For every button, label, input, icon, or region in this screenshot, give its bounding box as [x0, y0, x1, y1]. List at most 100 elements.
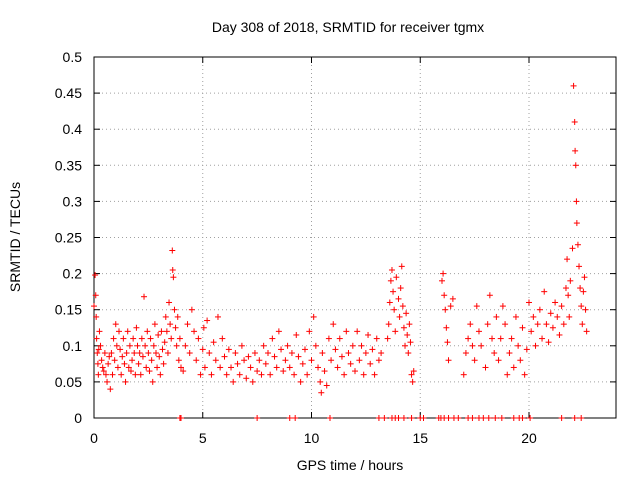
data-point — [138, 335, 145, 342]
data-point — [365, 331, 372, 338]
data-point — [236, 371, 243, 378]
data-point — [360, 371, 367, 378]
data-point — [223, 371, 230, 378]
data-point — [184, 321, 191, 328]
y-tick-label: 0.1 — [63, 338, 83, 354]
data-point — [404, 331, 411, 338]
data-point — [204, 317, 211, 324]
data-point — [191, 328, 198, 335]
data-point — [113, 342, 120, 349]
data-point — [146, 368, 153, 375]
data-point — [161, 339, 168, 346]
data-point — [408, 415, 415, 421]
data-point — [580, 288, 587, 295]
data-point — [439, 277, 445, 284]
data-point — [212, 357, 219, 364]
data-point — [504, 371, 511, 378]
data-point — [375, 415, 382, 421]
data-point — [156, 353, 163, 360]
y-tick-label: 0 — [74, 410, 82, 426]
data-point — [93, 313, 100, 320]
data-point — [512, 313, 519, 320]
data-point — [395, 295, 402, 302]
data-point — [178, 364, 184, 371]
data-point — [536, 306, 543, 313]
data-point — [116, 328, 123, 335]
data-point — [449, 295, 456, 302]
data-point — [442, 306, 449, 313]
data-point — [396, 313, 403, 320]
grid — [94, 57, 616, 418]
data-point — [502, 321, 509, 328]
data-point — [121, 360, 128, 367]
data-point — [195, 335, 202, 342]
data-point — [172, 324, 179, 331]
data-point — [315, 364, 322, 371]
data-point — [381, 415, 388, 421]
data-point — [523, 346, 530, 353]
data-point — [571, 415, 578, 421]
data-point — [385, 321, 392, 328]
data-point — [109, 371, 116, 378]
data-point — [534, 321, 541, 328]
data-point — [101, 350, 108, 357]
data-point — [558, 415, 565, 421]
data-points — [91, 82, 590, 421]
data-point — [134, 342, 141, 349]
data-point — [326, 415, 333, 421]
data-point — [527, 415, 534, 421]
data-point — [155, 331, 162, 338]
data-point — [200, 324, 207, 331]
data-point — [99, 364, 106, 371]
y-tick-label: 0.45 — [55, 85, 82, 101]
data-point — [182, 342, 189, 349]
data-point — [358, 342, 365, 349]
data-point — [168, 335, 175, 342]
data-point — [173, 342, 180, 349]
data-point — [402, 342, 409, 349]
data-point — [317, 378, 324, 385]
data-point — [105, 360, 112, 367]
data-point — [304, 371, 311, 378]
data-point — [251, 350, 258, 357]
data-point — [174, 313, 181, 320]
data-point — [341, 371, 348, 378]
data-point — [254, 368, 261, 375]
data-point — [286, 415, 293, 421]
data-point — [567, 277, 574, 284]
data-point — [356, 357, 363, 364]
data-point — [441, 292, 448, 299]
data-point — [578, 303, 585, 310]
data-point — [94, 360, 101, 367]
data-point — [352, 368, 358, 375]
data-point — [398, 263, 405, 270]
data-point — [162, 313, 169, 320]
data-point — [391, 306, 398, 313]
data-point — [484, 321, 491, 328]
data-point — [486, 292, 493, 299]
data-point — [157, 371, 164, 378]
data-point — [91, 303, 97, 310]
data-point — [386, 299, 393, 306]
data-point — [145, 350, 152, 357]
data-point — [409, 378, 416, 385]
data-point — [98, 357, 105, 364]
data-point — [345, 350, 352, 357]
data-point — [395, 415, 402, 421]
data-point — [473, 303, 480, 310]
data-point — [122, 378, 129, 385]
data-point — [519, 415, 526, 421]
data-point — [197, 371, 204, 378]
data-point — [410, 368, 417, 375]
data-point — [169, 247, 176, 254]
data-point — [369, 346, 376, 353]
data-point — [96, 328, 103, 335]
data-point — [301, 346, 308, 353]
data-point — [354, 328, 361, 335]
data-point — [367, 360, 374, 367]
data-point — [405, 350, 412, 357]
data-point — [131, 350, 138, 357]
data-point — [403, 310, 410, 317]
data-point — [210, 339, 217, 346]
data-point — [95, 346, 102, 353]
